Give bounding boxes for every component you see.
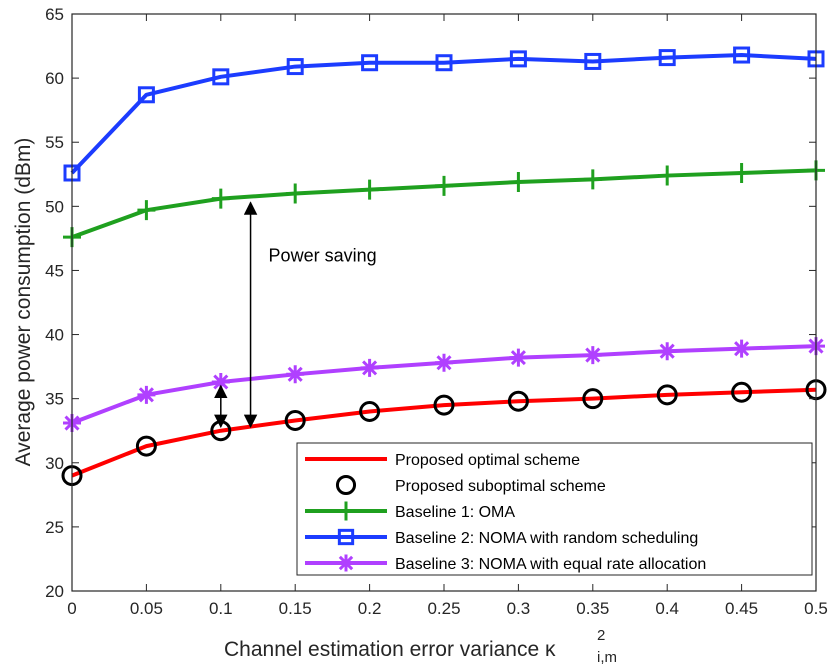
data-point	[137, 200, 156, 221]
x-axis-label-subscript: i,m	[597, 649, 617, 666]
data-point	[360, 358, 379, 377]
x-tick-label: 0.4	[655, 599, 679, 618]
data-point	[658, 342, 677, 361]
y-tick-label: 40	[45, 326, 64, 345]
x-tick-label: 0	[67, 599, 76, 618]
data-point	[732, 339, 751, 358]
x-tick-label: 0.35	[576, 599, 609, 618]
x-axis-label: Channel estimation error variance κ	[224, 638, 556, 661]
data-point	[583, 346, 602, 365]
legend-label: Proposed optimal scheme	[395, 452, 580, 469]
data-point	[435, 353, 453, 372]
data-point	[583, 169, 602, 190]
data-point	[509, 171, 528, 192]
y-axis-label: Average power consumption (dBm)	[12, 138, 35, 467]
x-axis-label-superscript: 2	[597, 627, 605, 644]
legend-label: Baseline 2: NOMA with random scheduling	[395, 530, 698, 547]
series-line	[70, 53, 817, 175]
legend-swatch-marker	[337, 501, 355, 521]
x-tick-label: 0.3	[507, 599, 531, 618]
x-tick-label: 0.2	[358, 599, 382, 618]
legend-entry-baseline-3-noma-with-equal-rate-allocation: Baseline 3: NOMA with equal rate allocat…	[305, 554, 706, 573]
annotation-label: Power saving	[269, 245, 377, 265]
data-point	[135, 435, 157, 457]
legend-entry-baseline-1-oma: Baseline 1: OMA	[305, 501, 515, 521]
x-tick-label: 0.45	[725, 599, 758, 618]
data-point	[731, 381, 753, 403]
data-point	[284, 409, 306, 431]
x-tick-label: 0.25	[427, 599, 460, 618]
data-point	[286, 183, 305, 204]
y-tick-label: 50	[45, 197, 64, 216]
legend-label: Baseline 3: NOMA with equal rate allocat…	[395, 556, 706, 573]
data-point	[286, 365, 305, 384]
data-point	[582, 388, 604, 410]
x-tick-label: 0.05	[130, 599, 163, 618]
data-point	[732, 162, 751, 183]
y-tick-label: 35	[45, 390, 64, 409]
legend-swatch-marker	[335, 474, 357, 496]
data-point	[359, 400, 381, 422]
data-point	[360, 179, 379, 200]
series-proposed-optimal-scheme	[71, 387, 817, 478]
legend-entry-baseline-2-noma-with-random-scheduling: Baseline 2: NOMA with random scheduling	[305, 528, 698, 547]
legend-label: Baseline 1: OMA	[395, 504, 515, 521]
data-point	[584, 52, 602, 70]
data-point	[361, 54, 379, 72]
y-tick-label: 45	[45, 261, 64, 280]
x-tick-label: 0.5	[804, 599, 828, 618]
data-point	[211, 188, 230, 209]
y-tick-label: 30	[45, 454, 64, 473]
legend-entry-proposed-suboptimal-scheme: Proposed suboptimal scheme	[335, 474, 606, 496]
series-baseline-1-oma	[63, 160, 825, 248]
data-point	[433, 394, 455, 416]
legend-entry-proposed-optimal-scheme: Proposed optimal scheme	[305, 452, 580, 469]
data-point	[509, 50, 527, 68]
data-point	[435, 54, 453, 72]
y-tick-label: 60	[45, 69, 64, 88]
data-point	[137, 385, 156, 404]
data-point	[658, 165, 677, 186]
y-tick-label: 65	[45, 5, 64, 24]
y-tick-label: 25	[45, 518, 64, 537]
y-tick-label: 20	[45, 582, 64, 601]
data-point	[656, 384, 678, 406]
legend-swatch-marker	[337, 554, 355, 572]
data-point	[733, 46, 751, 64]
legend-label: Proposed suboptimal scheme	[395, 478, 606, 495]
series-baseline-2-noma-with-random-scheduling	[63, 46, 825, 182]
data-point	[211, 372, 230, 391]
y-tick-label: 55	[45, 133, 64, 152]
x-tick-label: 0.1	[209, 599, 233, 618]
x-axis-label-main: Channel estimation error variance κ	[224, 638, 556, 661]
legend: Proposed optimal scheme Proposed suboptim…	[296, 442, 813, 576]
x-tick-label: 0.15	[279, 599, 312, 618]
data-point	[509, 348, 528, 367]
tick-layer: 0 0.05 0.1 0.15 0.2 0.25 0.3 0.35 0.4 0.45 0.5 20 25…	[45, 5, 828, 618]
legend-swatch-marker	[337, 528, 355, 546]
data-point	[507, 390, 529, 412]
data-point	[137, 86, 155, 104]
data-point	[286, 58, 304, 76]
data-point	[212, 68, 230, 86]
data-point	[435, 175, 453, 196]
data-point	[658, 49, 676, 67]
series-line	[71, 387, 817, 478]
annotation-layer: Power saving	[214, 201, 377, 429]
